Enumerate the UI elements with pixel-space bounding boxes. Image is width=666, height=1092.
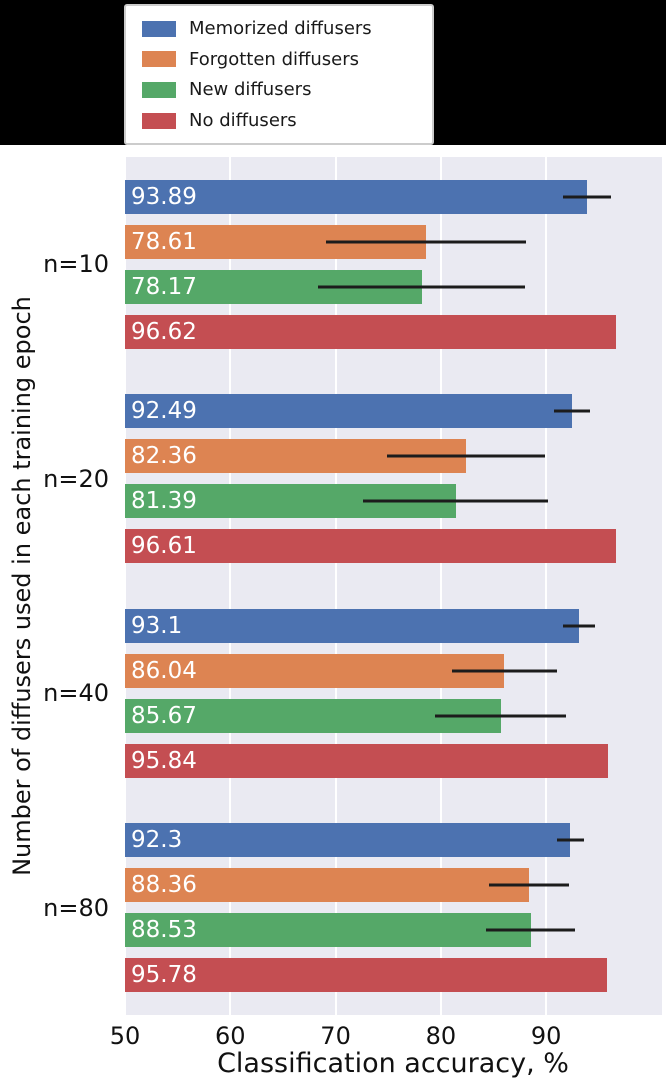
x-tick-label: 60 — [215, 1022, 246, 1050]
x-tick-label: 50 — [109, 1022, 141, 1050]
bar-value-label: 88.36 — [131, 872, 197, 899]
y-axis-label: Number of diffusers used in each trainin… — [8, 296, 36, 876]
bar-row: 92.49 — [125, 394, 662, 429]
y-tick-label: n=20 — [43, 464, 109, 493]
bar-row: 96.62 — [125, 314, 662, 349]
bar: 86.04 — [125, 653, 505, 688]
gridline — [439, 157, 442, 1015]
error-bar — [554, 409, 591, 413]
legend-item: No diffusers — [142, 110, 416, 132]
bar-value-label: 93.89 — [131, 183, 197, 210]
bar-value-label: 85.67 — [131, 702, 197, 729]
legend-swatch-icon — [142, 51, 176, 68]
legend-item: Memorized diffusers — [142, 18, 416, 40]
bar: 93.89 — [125, 179, 588, 214]
bar-row: 78.17 — [125, 269, 662, 304]
x-axis-label: Classification accuracy, % — [217, 1048, 569, 1079]
bar: 88.36 — [125, 868, 529, 903]
bar-value-label: 96.62 — [131, 318, 197, 345]
gridline — [334, 157, 337, 1015]
x-tick-label: 90 — [530, 1022, 562, 1050]
error-bar — [486, 928, 575, 932]
bar-row: 85.67 — [125, 698, 662, 733]
gridline — [124, 157, 126, 1015]
legend-label: No diffusers — [189, 109, 297, 131]
bar: 96.62 — [125, 314, 616, 349]
legend-item: Forgotten diffusers — [142, 49, 416, 71]
bar-groups: 93.89 78.61 78.17 96.62 92.49 82.36 81.39 96.61… — [125, 157, 662, 1015]
bar-group: 93.89 78.61 78.17 96.62 — [125, 157, 662, 372]
bar-value-label: 92.49 — [131, 398, 197, 425]
bar-row: 88.36 — [125, 868, 662, 903]
figure: Number of diffusers used in each trainin… — [0, 145, 666, 1092]
error-bar — [435, 714, 566, 718]
bar-row: 88.53 — [125, 913, 662, 948]
bar-value-label: 86.04 — [131, 657, 197, 684]
bar-value-label: 88.53 — [131, 917, 197, 944]
bar-row: 78.61 — [125, 224, 662, 259]
bar-value-label: 78.61 — [131, 228, 197, 255]
bar-value-label: 78.17 — [131, 273, 197, 300]
bar-row: 82.36 — [125, 439, 662, 474]
bar-row: 86.04 — [125, 653, 662, 688]
bar-value-label: 92.3 — [131, 827, 183, 854]
bar-row: 96.61 — [125, 529, 662, 564]
bar-row: 92.3 — [125, 823, 662, 858]
x-tick-label: 80 — [425, 1022, 457, 1050]
gridline — [545, 157, 548, 1015]
legend-label: Memorized diffusers — [189, 18, 372, 39]
bar: 92.49 — [125, 394, 573, 429]
legend-swatch-icon — [142, 112, 176, 129]
bar-value-label: 93.1 — [131, 612, 183, 639]
bar-row: 93.89 — [125, 179, 662, 214]
legend-label: Forgotten diffusers — [189, 48, 360, 70]
bar-group: 93.1 86.04 85.67 95.84 — [125, 586, 662, 801]
bar: 93.1 — [125, 608, 579, 643]
error-bar — [386, 454, 545, 458]
bar: 95.84 — [125, 743, 608, 778]
error-bar — [488, 883, 569, 887]
error-bar — [556, 838, 585, 842]
error-bar — [562, 195, 612, 199]
bar: 95.78 — [125, 958, 608, 993]
bar-group: 92.49 82.36 81.39 96.61 — [125, 372, 662, 587]
y-tick-label: n=40 — [43, 679, 109, 708]
bar-row: 81.39 — [125, 484, 662, 519]
plot-area: 93.89 78.61 78.17 96.62 92.49 82.36 81.39 96.61… — [43, 157, 662, 1050]
bar-value-label: 81.39 — [131, 488, 197, 515]
error-bar — [318, 285, 525, 289]
bar-row: 93.1 — [125, 608, 662, 643]
bar: 92.3 — [125, 823, 571, 858]
bar-row: 95.84 — [125, 743, 662, 778]
bar-row: 95.78 — [125, 958, 662, 993]
legend-swatch-icon — [142, 20, 176, 37]
bar: 82.36 — [125, 439, 466, 474]
error-bar — [451, 669, 558, 673]
gridline — [229, 157, 232, 1015]
bar: 88.53 — [125, 913, 531, 948]
error-bar — [563, 624, 595, 628]
y-tick-label: n=10 — [43, 250, 109, 279]
x-tick-label: 70 — [320, 1022, 351, 1050]
chart-legend: Memorized diffusers Forgotten diffusers Ne… — [124, 4, 434, 146]
bar: 96.61 — [125, 529, 616, 564]
legend-label: New diffusers — [189, 79, 312, 101]
bar-value-label: 95.78 — [131, 962, 197, 989]
error-bar — [326, 240, 527, 244]
bar-value-label: 95.84 — [131, 747, 197, 774]
legend-swatch-icon — [142, 81, 176, 98]
error-bar — [362, 499, 549, 503]
legend-item: New diffusers — [142, 79, 416, 101]
y-tick-label: n=80 — [43, 893, 109, 922]
bar-value-label: 82.36 — [131, 443, 197, 470]
bar-value-label: 96.61 — [131, 533, 197, 560]
bar-group: 92.3 88.36 88.53 95.78 — [125, 801, 662, 1016]
